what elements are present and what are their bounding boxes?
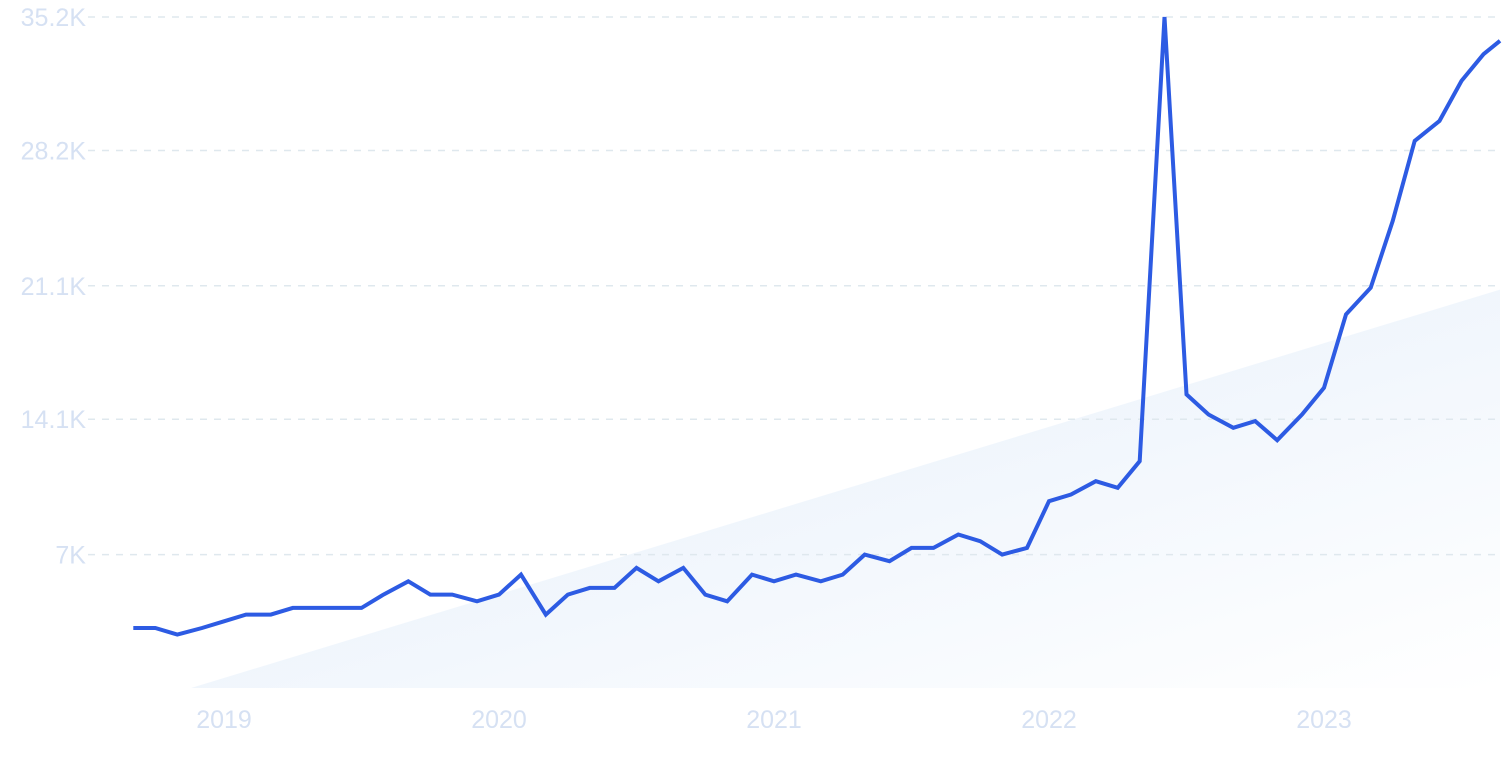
data-point bbox=[544, 613, 548, 617]
x-tick-label: 2020 bbox=[471, 706, 527, 734]
data-point bbox=[863, 553, 867, 557]
data-point bbox=[566, 593, 570, 597]
data-point bbox=[750, 573, 754, 577]
data-point bbox=[613, 586, 617, 590]
x-tick-label: 2022 bbox=[1021, 706, 1077, 734]
data-point bbox=[1163, 15, 1167, 19]
data-point bbox=[450, 593, 454, 597]
y-tick-label: 21.1K bbox=[21, 273, 87, 301]
data-point bbox=[725, 599, 729, 603]
data-point bbox=[519, 573, 523, 577]
data-point bbox=[1438, 119, 1442, 123]
data-point bbox=[819, 579, 823, 583]
data-point bbox=[794, 573, 798, 577]
data-point bbox=[360, 606, 364, 610]
data-point bbox=[382, 593, 386, 597]
data-point bbox=[1275, 438, 1279, 442]
data-point bbox=[1482, 52, 1486, 56]
data-point bbox=[888, 559, 892, 563]
data-point bbox=[244, 613, 248, 617]
data-point bbox=[1025, 546, 1029, 550]
x-tick-label: 2023 bbox=[1296, 706, 1352, 734]
y-tick-label: 7K bbox=[55, 542, 86, 570]
data-point bbox=[1322, 386, 1326, 390]
data-point bbox=[1253, 419, 1257, 423]
x-axis: 2019 2020 2021 2022 2023 bbox=[196, 706, 1352, 734]
series-line bbox=[133, 16, 1502, 637]
data-point bbox=[475, 599, 479, 603]
data-point bbox=[635, 566, 639, 570]
data-point bbox=[772, 579, 776, 583]
trend-area-layer bbox=[191, 289, 1500, 688]
data-point bbox=[1047, 499, 1051, 503]
data-point bbox=[428, 593, 432, 597]
data-point bbox=[1069, 493, 1073, 497]
data-point bbox=[1000, 553, 1004, 557]
data-point bbox=[406, 579, 410, 583]
gridlines bbox=[88, 16, 1500, 556]
data-point bbox=[131, 626, 135, 630]
data-point bbox=[1391, 219, 1395, 223]
data-point bbox=[1460, 79, 1464, 83]
data-point bbox=[269, 613, 273, 617]
data-point bbox=[681, 566, 685, 570]
y-axis: 7K 14.1K 21.1K 28.2K 35.2K bbox=[21, 4, 87, 570]
data-point bbox=[657, 579, 661, 583]
data-point bbox=[175, 633, 179, 637]
data-point bbox=[1116, 486, 1120, 490]
data-point bbox=[222, 619, 226, 623]
data-point bbox=[200, 626, 204, 630]
data-point bbox=[910, 546, 914, 550]
data-point bbox=[153, 626, 157, 630]
data-point bbox=[338, 606, 342, 610]
data-point bbox=[1369, 286, 1373, 290]
y-tick-label: 14.1K bbox=[21, 406, 87, 434]
data-point bbox=[1498, 39, 1502, 43]
data-point bbox=[1344, 312, 1348, 316]
data-point bbox=[1413, 139, 1417, 143]
data-point bbox=[956, 533, 960, 537]
data-point bbox=[1185, 392, 1189, 396]
data-point bbox=[1207, 413, 1211, 417]
series-layer bbox=[131, 15, 1502, 637]
data-point bbox=[291, 606, 295, 610]
data-point bbox=[841, 573, 845, 577]
y-tick-label: 28.2K bbox=[21, 137, 87, 165]
data-point bbox=[978, 539, 982, 543]
x-tick-label: 2021 bbox=[746, 706, 802, 734]
data-point bbox=[497, 593, 501, 597]
trend-area bbox=[191, 289, 1500, 688]
data-point bbox=[1300, 413, 1304, 417]
data-point bbox=[1094, 479, 1098, 483]
x-tick-label: 2019 bbox=[196, 706, 252, 734]
data-point bbox=[588, 586, 592, 590]
y-tick-label: 35.2K bbox=[21, 4, 87, 32]
data-point bbox=[1231, 426, 1235, 430]
data-point bbox=[1138, 459, 1142, 463]
data-point bbox=[932, 546, 936, 550]
data-point bbox=[313, 606, 317, 610]
data-point bbox=[703, 593, 707, 597]
